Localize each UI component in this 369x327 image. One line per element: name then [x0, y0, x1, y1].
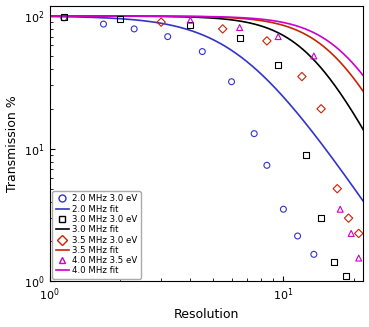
Point: [356, 255, 362, 261]
Point: [61, 14, 67, 19]
Legend: 2.0 MHz 3.0 eV, 2.0 MHz fit, 3.0 MHz 3.0 eV, 3.0 MHz fit, 3.5 MHz 3.0 eV, 3.5 MH: 2.0 MHz 3.0 eV, 2.0 MHz fit, 3.0 MHz 3.0…: [52, 191, 141, 279]
Point: [199, 49, 205, 54]
Point: [294, 233, 300, 239]
Point: [237, 36, 242, 41]
Point: [356, 231, 362, 236]
Point: [100, 22, 106, 27]
Point: [299, 74, 305, 79]
Point: [264, 163, 270, 168]
Point: [303, 152, 309, 157]
Point: [117, 16, 123, 22]
Point: [337, 207, 343, 212]
Point: [348, 231, 354, 236]
Point: [131, 26, 137, 31]
Y-axis label: Transmission %: Transmission %: [6, 95, 18, 192]
Point: [187, 23, 193, 28]
Point: [346, 215, 352, 221]
Point: [318, 215, 324, 221]
Point: [187, 18, 193, 23]
Point: [311, 53, 317, 59]
Point: [334, 186, 340, 191]
Point: [251, 131, 257, 136]
Point: [311, 252, 317, 257]
Point: [165, 34, 170, 39]
Point: [158, 20, 164, 25]
X-axis label: Resolution: Resolution: [174, 308, 239, 321]
Point: [237, 25, 242, 30]
Point: [228, 79, 234, 84]
Point: [275, 62, 281, 67]
Point: [280, 207, 286, 212]
Point: [275, 34, 281, 39]
Point: [318, 106, 324, 112]
Point: [61, 15, 67, 20]
Point: [264, 38, 270, 43]
Point: [331, 259, 337, 265]
Point: [343, 273, 349, 279]
Point: [220, 26, 226, 31]
